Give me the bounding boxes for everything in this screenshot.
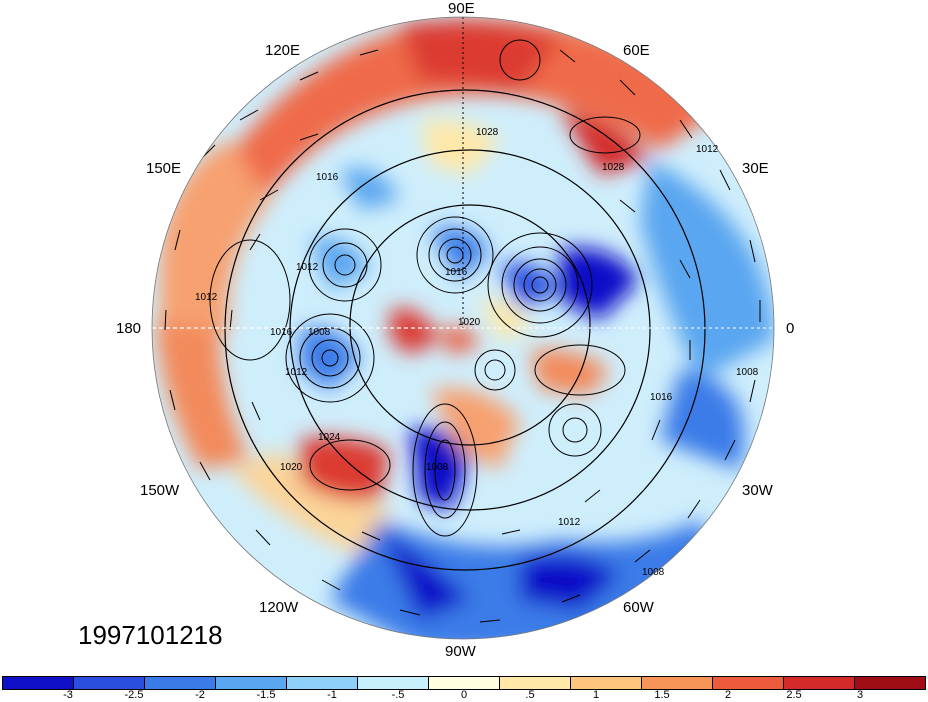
colorbar-swatch (855, 677, 925, 689)
colorbar-tick-label: 1 (592, 689, 600, 701)
colorbar-tick-label: 1.5 (654, 689, 670, 701)
isobar-label: 1012 (285, 367, 308, 378)
colorbar-tick-label: 2 (724, 689, 732, 701)
lon-label-30w: 30W (742, 482, 773, 499)
isobar-label: 1016 (650, 392, 673, 403)
colorbar-swatch (287, 677, 358, 689)
colorbar-tick-label: 2.5 (786, 689, 802, 701)
lon-label-180: 180 (116, 320, 142, 337)
isobar-label: 1028 (602, 162, 625, 173)
colorbar-swatch (784, 677, 855, 689)
isobar-label: 1012 (558, 517, 581, 528)
isobar-label: 1008 (308, 327, 331, 338)
lon-label-30e: 30E (742, 160, 769, 177)
colorbar-swatch (358, 677, 429, 689)
lon-label-150e: 150E (146, 160, 182, 177)
isobar-label: 1016 (270, 327, 293, 338)
colorbar-tick-label: -1.5 (256, 689, 276, 701)
isobar-label: 1024 (318, 432, 341, 443)
anomaly-field (152, 17, 774, 639)
isobar-label: 1028 (476, 127, 499, 138)
isobar-label: 1008 (736, 367, 759, 378)
colorbar-swatch (642, 677, 713, 689)
colorbar-tick-label: -.5 (391, 689, 405, 701)
lon-label-60w: 60W (623, 599, 654, 616)
isobar-label: 1012 (296, 262, 319, 273)
colorbar-swatch (74, 677, 145, 689)
colorbar-swatch (713, 677, 784, 689)
lon-label-90e: 90E (448, 0, 475, 17)
timestamp-label: 1997101218 (78, 620, 223, 650)
colorbar-swatch (216, 677, 287, 689)
colorbar-swatch (571, 677, 642, 689)
colorbar (2, 676, 926, 690)
isobar-label: 1008 (426, 462, 449, 473)
colorbar-tick-label: -2.5 (124, 689, 144, 701)
colorbar-tick-label: 0 (460, 689, 468, 701)
lon-label-120e: 120E (265, 42, 301, 59)
isobar-label: 1016 (445, 267, 468, 278)
wind-barbs (164, 49, 761, 623)
colorbar-swatch (3, 677, 74, 689)
lon-label-60e: 60E (623, 42, 650, 59)
lon-label-150w: 150W (140, 482, 180, 499)
isobar-label: 1016 (316, 172, 339, 183)
colorbar-tick-label: -1 (327, 689, 337, 701)
colorbar-tick-label: -3 (63, 689, 73, 701)
colorbar-swatch (145, 677, 216, 689)
colorbar-tick-label: 3 (856, 689, 864, 701)
colorbar-tick-label: -2 (195, 689, 205, 701)
lon-label-120w: 120W (259, 599, 299, 616)
colorbar-swatch (429, 677, 500, 689)
colorbar-swatch (500, 677, 571, 689)
colorbar-tick-label: .5 (525, 689, 535, 701)
isobar-label: 1012 (696, 144, 719, 155)
isobar-label: 1008 (642, 567, 665, 578)
lon-label-0: 0 (786, 320, 795, 337)
isobar-contours (209, 39, 706, 571)
isobar-label: 1020 (458, 317, 481, 328)
isobar-label: 1012 (195, 292, 218, 303)
lon-label-90w: 90W (445, 643, 476, 660)
isobar-label: 1020 (280, 462, 303, 473)
